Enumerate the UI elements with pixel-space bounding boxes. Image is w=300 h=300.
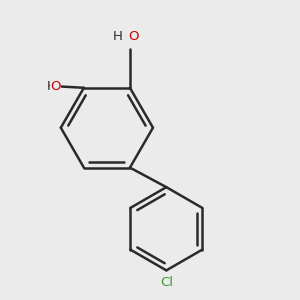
Text: O: O xyxy=(50,80,61,93)
Text: O: O xyxy=(128,30,139,43)
Text: H: H xyxy=(46,80,56,93)
Text: H: H xyxy=(112,30,122,43)
Text: Cl: Cl xyxy=(160,276,173,289)
